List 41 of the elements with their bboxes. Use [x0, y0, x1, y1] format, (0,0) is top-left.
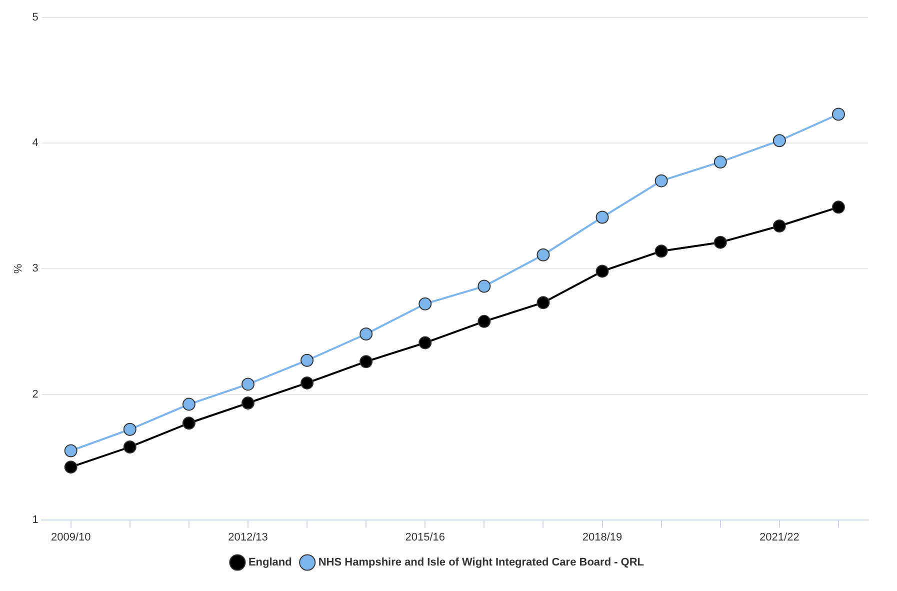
y-axis-title: % — [12, 264, 25, 274]
point — [596, 210, 609, 224]
x-tick-label: 2018/19 — [582, 531, 622, 544]
point — [360, 327, 373, 340]
point — [241, 378, 254, 391]
y-tick-label: 2 — [32, 388, 38, 400]
x-tick-label: 2012/13 — [228, 531, 268, 544]
y-tick-label: 5 — [32, 12, 38, 24]
point — [478, 314, 491, 328]
point — [182, 416, 196, 430]
point — [832, 108, 845, 121]
point — [714, 155, 727, 168]
point — [654, 244, 668, 258]
point — [418, 336, 432, 350]
point — [832, 200, 845, 214]
x-tick-label: 2021/22 — [760, 531, 800, 544]
point — [772, 220, 786, 233]
y-tick-label: 1 — [32, 514, 38, 526]
point — [64, 460, 78, 474]
x-tick-label: 2009/10 — [50, 531, 91, 544]
point — [536, 296, 550, 310]
point — [182, 398, 196, 411]
point — [654, 174, 668, 188]
point — [360, 355, 373, 368]
point — [123, 422, 136, 436]
point — [714, 236, 727, 249]
y-tick-label: 4 — [32, 137, 38, 150]
point — [596, 264, 609, 278]
point — [241, 396, 254, 410]
point — [300, 354, 314, 367]
point — [418, 297, 432, 310]
y-tick-label: 3 — [32, 262, 38, 275]
point — [123, 440, 136, 454]
point — [478, 280, 491, 293]
x-tick-label: 2015/16 — [405, 531, 446, 544]
point — [300, 376, 314, 390]
point — [536, 248, 550, 262]
legend-label: NHS Hampshire and Isle of Wight Integrated Care Board - QRL — [318, 556, 644, 569]
point — [772, 134, 786, 148]
point — [64, 444, 78, 458]
legend-label: England — [248, 556, 292, 569]
